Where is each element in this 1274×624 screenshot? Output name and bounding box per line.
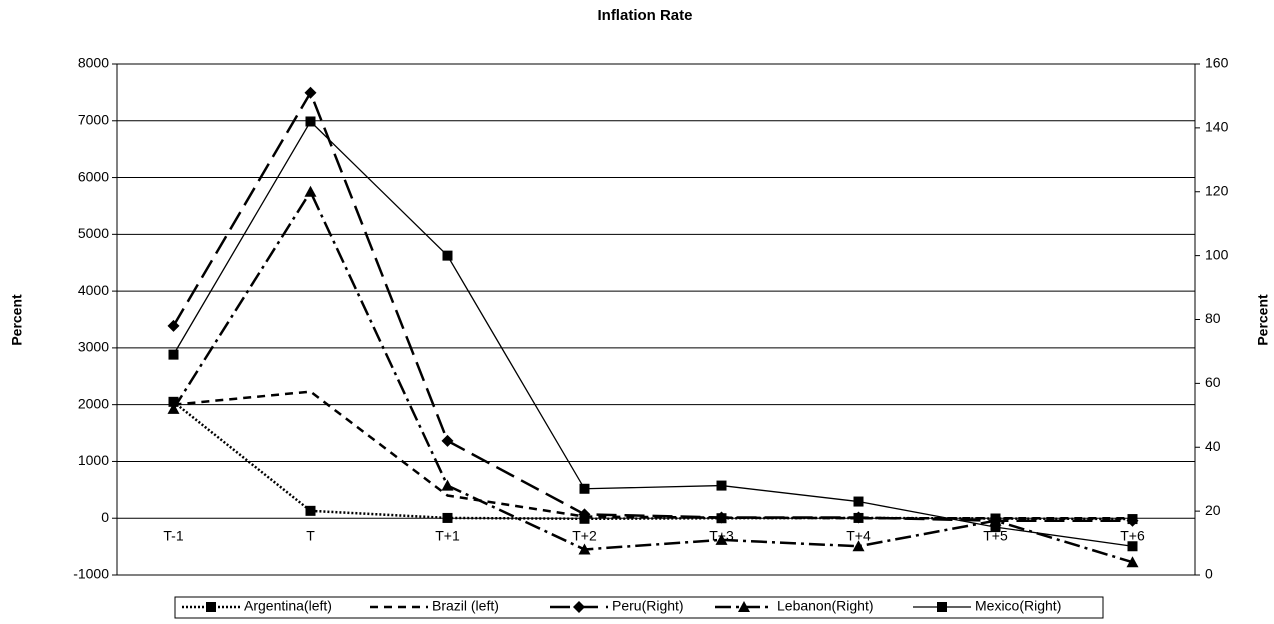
marker [305, 505, 316, 516]
legend-label: Mexico(Right) [975, 598, 1061, 614]
marker [305, 116, 316, 127]
y2-tick-label: 120 [1205, 182, 1229, 198]
y-tick-label: 5000 [78, 225, 109, 241]
marker [579, 483, 590, 494]
marker [167, 402, 180, 414]
y-axis-label: Percent [9, 294, 25, 346]
marker [578, 508, 591, 521]
y-tick-label: 8000 [78, 55, 109, 71]
marker [168, 396, 179, 407]
marker [716, 480, 727, 491]
marker [441, 479, 454, 491]
y2-axis-label: Percent [1255, 294, 1271, 346]
x-tick-label: T+5 [983, 528, 1008, 544]
marker [990, 522, 1001, 533]
marker [442, 512, 453, 523]
series-line [172, 120, 1133, 547]
series-line [173, 390, 1133, 520]
y2-tick-label: 40 [1205, 438, 1221, 454]
marker [304, 185, 317, 197]
series-line [172, 89, 1133, 522]
y-tick-label: 0 [101, 509, 109, 525]
x-tick-label: T+6 [1120, 528, 1145, 544]
marker [715, 511, 728, 524]
y2-tick-label: 60 [1205, 374, 1221, 390]
marker [1126, 556, 1139, 568]
legend-label: Peru(Right) [612, 598, 684, 614]
marker [852, 511, 865, 524]
marker [1127, 541, 1138, 552]
marker [853, 496, 864, 507]
x-tick-label: T+4 [846, 528, 871, 544]
chart-title: Inflation Rate [597, 7, 692, 24]
legend-box [174, 596, 1104, 619]
y2-tick-label: 100 [1205, 246, 1229, 262]
marker [715, 533, 728, 545]
marker [167, 319, 180, 332]
series-line [172, 189, 1133, 564]
legend-marker [738, 601, 750, 612]
y-tick-label: 7000 [78, 111, 109, 127]
y-tick-label: 2000 [78, 395, 109, 411]
y2-tick-label: 160 [1205, 55, 1229, 71]
y2-tick-label: 140 [1205, 119, 1229, 135]
legend-label: Lebanon(Right) [777, 598, 874, 614]
y-tick-label: 1000 [78, 452, 109, 468]
legend-marker [206, 602, 216, 612]
x-tick-label: T+2 [572, 528, 597, 544]
x-tick-label: T-1 [163, 528, 183, 544]
marker [442, 250, 453, 261]
marker [852, 540, 865, 552]
marker [441, 434, 454, 447]
series-line [172, 400, 1133, 521]
marker [168, 349, 179, 360]
x-tick-label: T [306, 528, 315, 544]
y2-tick-label: 20 [1205, 502, 1221, 518]
y-tick-label: 4000 [78, 282, 109, 298]
legend-marker [937, 602, 947, 612]
legend-label: Argentina(left) [244, 598, 332, 614]
y-tick-label: 3000 [78, 339, 109, 355]
marker [578, 543, 591, 555]
marker [304, 86, 317, 99]
y-tick-label: -1000 [73, 566, 109, 582]
legend-label: Brazil (left) [432, 598, 499, 614]
y-tick-label: 6000 [78, 168, 109, 184]
x-tick-label: T+1 [435, 528, 460, 544]
marker [1126, 514, 1139, 527]
legend-marker [573, 601, 585, 613]
y2-tick-label: 0 [1205, 566, 1213, 582]
y2-tick-label: 80 [1205, 310, 1221, 326]
